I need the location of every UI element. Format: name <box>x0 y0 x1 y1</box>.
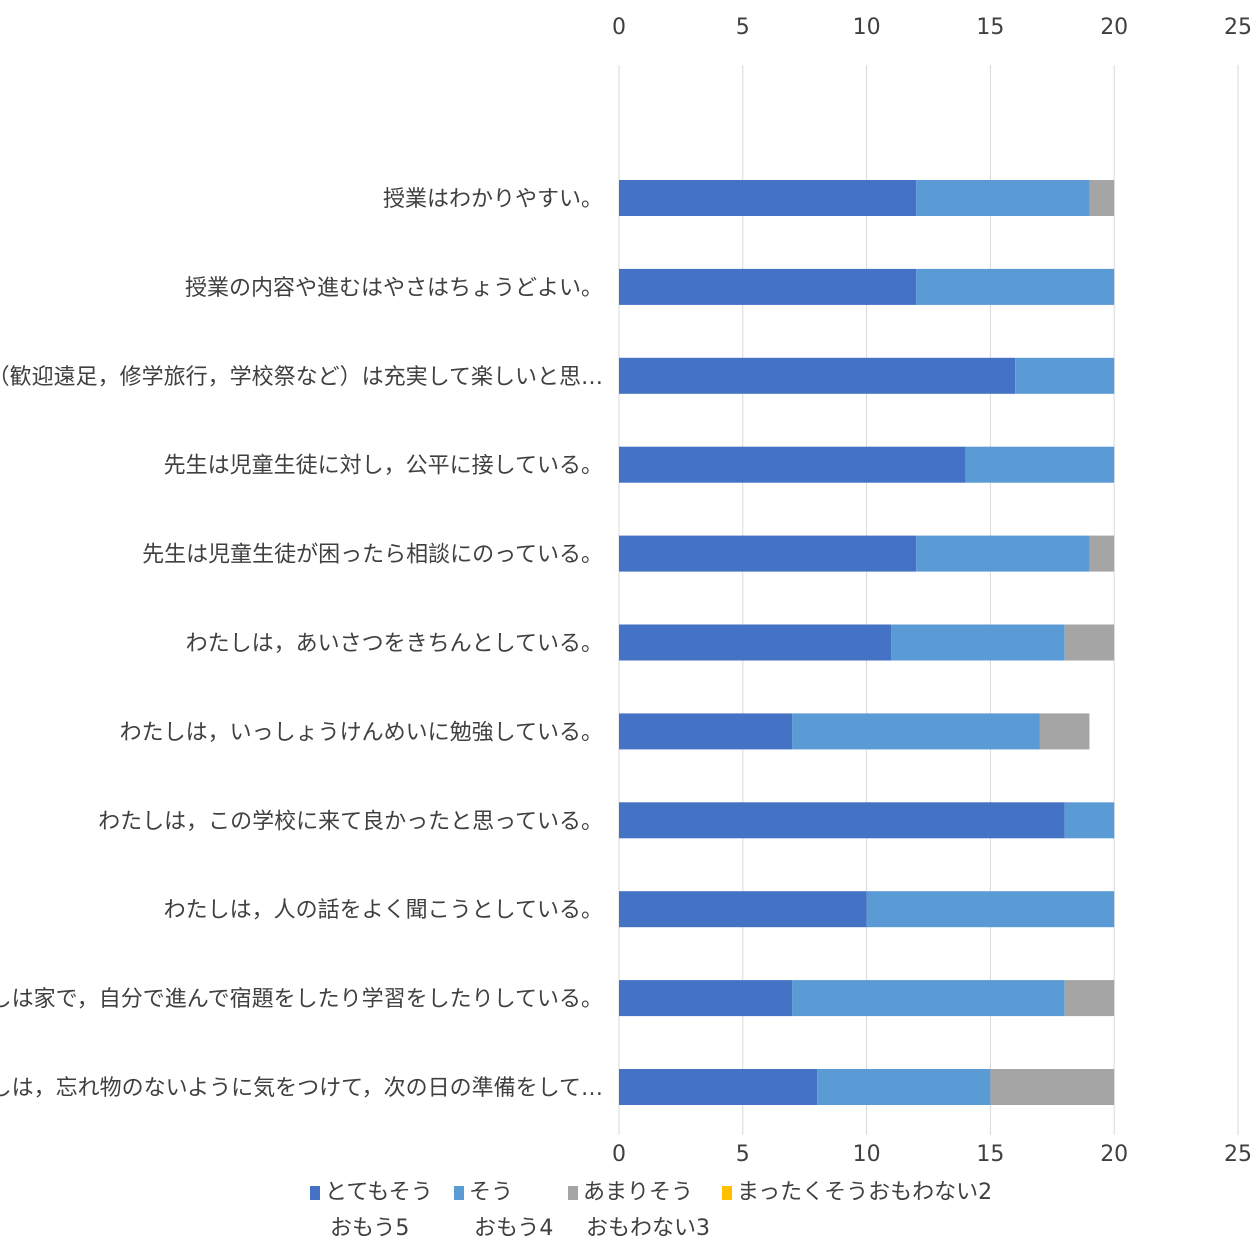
legend: とてもそう おもう5 そう おもう4 あまりそう おもわない3 まったくそうおも… <box>310 1175 1210 1255</box>
bottom-tick-label: 25 <box>1224 1142 1252 1167</box>
category-label: わたしは，忘れ物のないように気をつけて，次の日の準備をして… <box>0 1076 603 1101</box>
top-axis-ticks: 0 5 10 15 20 25 <box>612 15 1252 40</box>
top-tick-label: 25 <box>1224 15 1252 40</box>
top-tick-label: 10 <box>853 15 881 40</box>
bar-segment-series-1 <box>619 446 966 483</box>
category-label: 授業の内容や進むはやさはちょうどよい。 <box>185 276 603 301</box>
bar-segment-series-2 <box>1064 802 1115 839</box>
legend-swatch-series-2 <box>454 1186 464 1200</box>
legend-label-line2: おもう4 <box>474 1216 554 1241</box>
bar-segment-series-1 <box>619 713 793 750</box>
category-label: 先生は児童生徒に対し，公平に接している。 <box>164 454 603 479</box>
category-label: わたしは，あいさつをきちんとしている。 <box>186 632 603 657</box>
bar-segment-series-1 <box>619 357 1016 394</box>
bar-segment-series-1 <box>619 535 917 572</box>
bar-segment-series-2 <box>916 535 1090 572</box>
bar-segment-series-3 <box>1064 980 1115 1017</box>
legend-item-series-1: とてもそう おもう5 <box>310 1175 433 1247</box>
bar-segment-series-3 <box>1039 713 1090 750</box>
bar-segment-series-3 <box>1064 624 1115 661</box>
legend-swatch-series-4 <box>722 1186 732 1200</box>
bottom-tick-label: 5 <box>736 1142 750 1167</box>
bar-segment-series-1 <box>619 180 917 216</box>
bar-segment-series-1 <box>619 268 917 305</box>
bar-segment-series-2 <box>1015 357 1115 394</box>
top-tick-label: 15 <box>976 15 1004 40</box>
category-label: わたしは家で，自分で進んで宿題をしたり学習をしたりしている。 <box>0 987 603 1012</box>
category-labels: 授業はわかりやすい。授業の内容や進むはやさはちょうどよい。行事（歓迎遠足，修学旅… <box>0 187 603 1101</box>
bar-segment-series-2 <box>916 180 1090 216</box>
bar-segment-series-2 <box>965 446 1115 483</box>
legend-swatch-series-3 <box>568 1186 578 1200</box>
category-label: わたしは，この学校に来て良かったと思っている。 <box>98 809 603 834</box>
legend-label-line2: おもわない3 <box>586 1216 710 1241</box>
bar-segment-series-2 <box>792 980 1065 1017</box>
bar-segment-series-2 <box>916 268 1115 305</box>
bars <box>619 180 1115 1105</box>
top-tick-label: 20 <box>1100 15 1128 40</box>
bar-segment-series-1 <box>619 1069 818 1105</box>
legend-item-series-4: まったくそうおもわない2 <box>722 1175 992 1211</box>
category-label: わたしは，人の話をよく聞こうとしている。 <box>164 898 603 923</box>
bar-segment-series-1 <box>619 891 867 928</box>
bottom-tick-label: 20 <box>1100 1142 1128 1167</box>
bar-segment-series-1 <box>619 980 793 1017</box>
category-label: 先生は児童生徒が困ったら相談にのっている。 <box>142 543 603 568</box>
category-label: わたしは，いっしょうけんめいに勉強している。 <box>120 720 603 745</box>
bottom-tick-label: 15 <box>976 1142 1004 1167</box>
legend-item-series-3: あまりそう おもわない3 <box>568 1175 710 1247</box>
legend-label-line1: そう <box>469 1180 514 1205</box>
bar-segment-series-1 <box>619 802 1065 839</box>
stacked-bar-chart: 0 5 10 15 20 25 0 5 10 15 20 25 授業はわかりやすい。授業の内容や進む… <box>0 15 1252 1167</box>
legend-item-series-2: そう おもう4 <box>454 1175 553 1247</box>
legend-swatch-series-1 <box>310 1186 320 1200</box>
bar-segment-series-3 <box>1089 535 1115 572</box>
bottom-axis-ticks: 0 5 10 15 20 25 <box>612 1142 1252 1167</box>
legend-label-line1: まったくそうおもわない2 <box>737 1180 993 1205</box>
legend-label-line2: おもう5 <box>330 1216 410 1241</box>
bar-segment-series-3 <box>1089 180 1115 216</box>
top-tick-label: 0 <box>612 15 626 40</box>
bottom-tick-label: 10 <box>853 1142 881 1167</box>
bar-segment-series-2 <box>891 624 1065 661</box>
category-label: 授業はわかりやすい。 <box>383 187 603 212</box>
gridlines <box>618 65 1239 1135</box>
legend-label-line1: とてもそう <box>325 1180 433 1205</box>
bar-segment-series-1 <box>619 624 892 661</box>
category-label: 行事（歓迎遠足，修学旅行，学校祭など）は充実して楽しいと思… <box>0 365 603 390</box>
bar-segment-series-2 <box>792 713 1040 750</box>
bar-segment-series-2 <box>866 891 1115 928</box>
bar-segment-series-2 <box>817 1069 991 1105</box>
top-tick-label: 5 <box>736 15 750 40</box>
bottom-tick-label: 0 <box>612 1142 626 1167</box>
bar-segment-series-3 <box>990 1069 1115 1105</box>
legend-label-line1: あまりそう <box>583 1180 694 1205</box>
